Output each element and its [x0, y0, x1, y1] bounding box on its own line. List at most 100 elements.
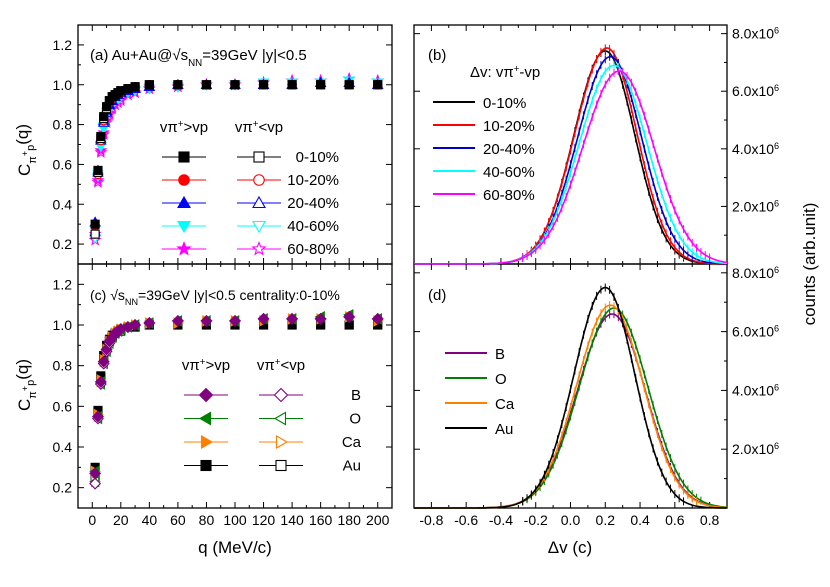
legend-label: 60-80% [483, 187, 535, 204]
point-0-10%-gt [173, 80, 183, 90]
point-0-10%-gt [90, 219, 100, 229]
point-0-10%-gt [373, 80, 383, 90]
panel-b: 2.0x106 4.0x106 6.0x106 8.0x106 [413, 25, 779, 265]
panel-c-ylabel: Cπ+p(q) [13, 359, 39, 411]
legend-label: 60-80% [287, 241, 339, 258]
point-0-10%-gt [96, 131, 106, 142]
legend-label: 20-40% [287, 195, 339, 212]
legend-header-lt: vπ+<vp [257, 357, 305, 375]
point-0-10%-gt [144, 80, 154, 90]
point-0-10%-gt [230, 80, 240, 90]
xtick-label: -0.6 [454, 512, 478, 528]
ytick-label: 1.2 [53, 276, 73, 292]
point-B-gt [129, 319, 142, 331]
legend-header-gt: vπ+>vp [182, 357, 230, 375]
point-0-10%-gt [130, 82, 140, 92]
panel-b-subtitle: Δv: vπ+-vp [470, 64, 540, 82]
point-0-10%-gt [201, 80, 212, 90]
point-0-10%-gt [287, 80, 297, 90]
panel-c-xlabel: q (MeV/c) [198, 538, 272, 557]
xtick-label: 0.4 [630, 512, 650, 528]
point-B-lt [89, 477, 102, 490]
legend-label: O [349, 411, 361, 428]
legend-marker-gt [198, 387, 214, 403]
xtick-label: 120 [252, 512, 276, 528]
point-B-gt [229, 314, 241, 327]
point-0-10%-gt [99, 112, 109, 122]
point-B-gt [97, 355, 110, 368]
legend-header-lt: vπ+<vp [235, 119, 283, 137]
legend-marker-lt [252, 195, 266, 209]
legend-label: B [351, 387, 361, 404]
point-B-gt [143, 316, 156, 329]
xtick-label: 0 [88, 512, 96, 528]
point-B-gt [92, 410, 104, 423]
legend-marker-lt [252, 220, 266, 234]
ytick-label: 0.2 [53, 480, 73, 496]
legend-label: O [495, 371, 507, 388]
legend-marker-gt [200, 459, 212, 472]
xtick-label: 0.6 [665, 512, 685, 528]
xtick-label: 140 [280, 512, 304, 528]
legend-label: 40-60% [483, 164, 535, 181]
ytick-label: 1.2 [53, 37, 73, 53]
legend-label: 20-40% [483, 141, 535, 158]
point-B-gt [286, 312, 299, 325]
xtick-label: 0.8 [700, 512, 720, 528]
ytick-label: 8.0x106 [732, 26, 779, 42]
legend-label: Au [495, 421, 513, 438]
legend-label: 0-10% [296, 149, 339, 166]
xtick-label: -0.4 [489, 512, 513, 528]
curve-Au [414, 286, 728, 509]
xtick-label: -0.8 [419, 512, 443, 528]
point-B-gt [257, 312, 270, 325]
ytick-label: 2.0x106 [732, 441, 779, 457]
ytick-label: 0.8 [53, 358, 73, 374]
legend-marker-lt [251, 240, 267, 256]
xtick-label: 200 [366, 512, 390, 528]
point-B-gt [371, 312, 384, 325]
panel-a: 0.2 0.4 0.6 0.8 1.0 1.2 vπ+>vp vπ+<vp 0-10% 10-20… [53, 24, 392, 265]
curve-20-40% [414, 55, 727, 265]
ytick-label: 0.2 [53, 236, 73, 252]
legend-label: Au [343, 458, 361, 475]
point-B-gt [343, 310, 356, 323]
legend-marker-lt [273, 387, 289, 403]
legend-label: 10-20% [483, 118, 535, 135]
point-B-gt [314, 312, 327, 325]
legend-marker-gt [176, 240, 192, 256]
curve-10-20% [414, 47, 727, 265]
legend-marker-lt [275, 435, 289, 449]
legend-marker-gt [177, 195, 191, 209]
xtick-label: -0.2 [524, 512, 548, 528]
point-B-gt [89, 467, 102, 480]
ytick-label: 1.0 [53, 77, 73, 93]
legend-label: 40-60% [287, 218, 339, 235]
ytick-label: 0.6 [53, 398, 73, 414]
panel-c-title: (c) √sNN=39GeV |y|<0.5 centrality:0-10% [90, 287, 340, 307]
ytick-label: 6.0x106 [732, 324, 779, 340]
point-B-gt [94, 375, 107, 388]
panel-b-title: (b) [428, 47, 446, 64]
ytick-label: 0.8 [53, 117, 73, 133]
ytick-label: 2.0x106 [732, 198, 779, 214]
point-0-10%-gt [316, 80, 326, 90]
panel-d-xlabel: Δv (c) [548, 538, 592, 557]
panel-d-ylabel: counts (arb.unit) [800, 203, 819, 326]
xtick-label: 40 [142, 512, 158, 528]
legend-marker-gt [177, 220, 191, 234]
legend-marker-gt [178, 174, 190, 186]
xtick-label: 0.2 [596, 512, 616, 528]
point-0-10%-gt [344, 80, 354, 90]
legend-marker-lt [273, 411, 287, 426]
panel-d-title: (d) [428, 287, 446, 304]
xtick-label: 20 [113, 512, 129, 528]
xtick-label: 100 [223, 512, 247, 528]
legend-marker-gt [198, 411, 212, 426]
point-B-gt [200, 314, 213, 327]
curve-0-10% [414, 50, 728, 265]
legend-label: Ca [342, 434, 362, 451]
legend-label: B [495, 346, 505, 363]
panel-d: -0.8 -0.6 -0.4 -0.2 0.0 0.2 0.4 0.6 0.8 2.0x106 4.… [413, 264, 779, 528]
